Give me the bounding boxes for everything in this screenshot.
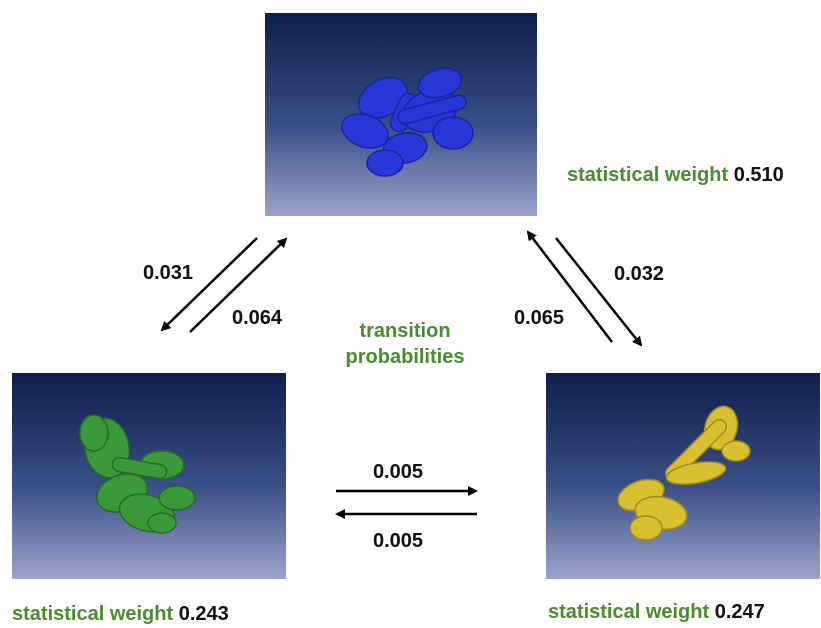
arrow-blue-to-yellow: [555, 237, 643, 347]
prob-blue-to-green: 0.031: [143, 262, 194, 284]
yellow-state-panel: [546, 373, 820, 579]
blue-weight-value: 0.510: [733, 164, 784, 186]
green-molecule-image: [79, 414, 196, 534]
yellow-weight-text: statistical weight: [548, 601, 710, 623]
arrow-yellow-to-blue: [526, 230, 613, 343]
center-label-line1: transition: [359, 320, 451, 342]
prob-yellow-to-blue: 0.065: [514, 307, 565, 329]
green-weight-label: statistical weight 0.243: [12, 603, 229, 626]
yellow-molecule-image: [617, 405, 751, 541]
blue-weight-text: statistical weight: [567, 164, 729, 186]
green-weight-text: statistical weight: [12, 603, 174, 625]
prob-yellow-to-green: 0.005: [373, 530, 424, 552]
arrow-green-to-blue: [189, 237, 288, 333]
prob-blue-to-yellow: 0.032: [614, 263, 665, 285]
green-state-panel: [12, 373, 286, 579]
blue-state-panel: [265, 13, 537, 216]
blue-weight-label: statistical weight 0.510: [567, 164, 784, 187]
arrow-blue-to-green: [160, 237, 258, 332]
transition-probabilities-label: transition probabilities: [330, 318, 480, 370]
yellow-weight-value: 0.247: [714, 601, 765, 623]
yellow-weight-label: statistical weight 0.247: [548, 601, 765, 624]
blue-molecule-image: [341, 67, 474, 177]
prob-green-to-yellow: 0.005: [373, 461, 424, 483]
prob-green-to-blue: 0.064: [232, 307, 283, 329]
green-weight-value: 0.243: [178, 603, 229, 625]
center-label-line2: probabilities: [345, 346, 465, 368]
